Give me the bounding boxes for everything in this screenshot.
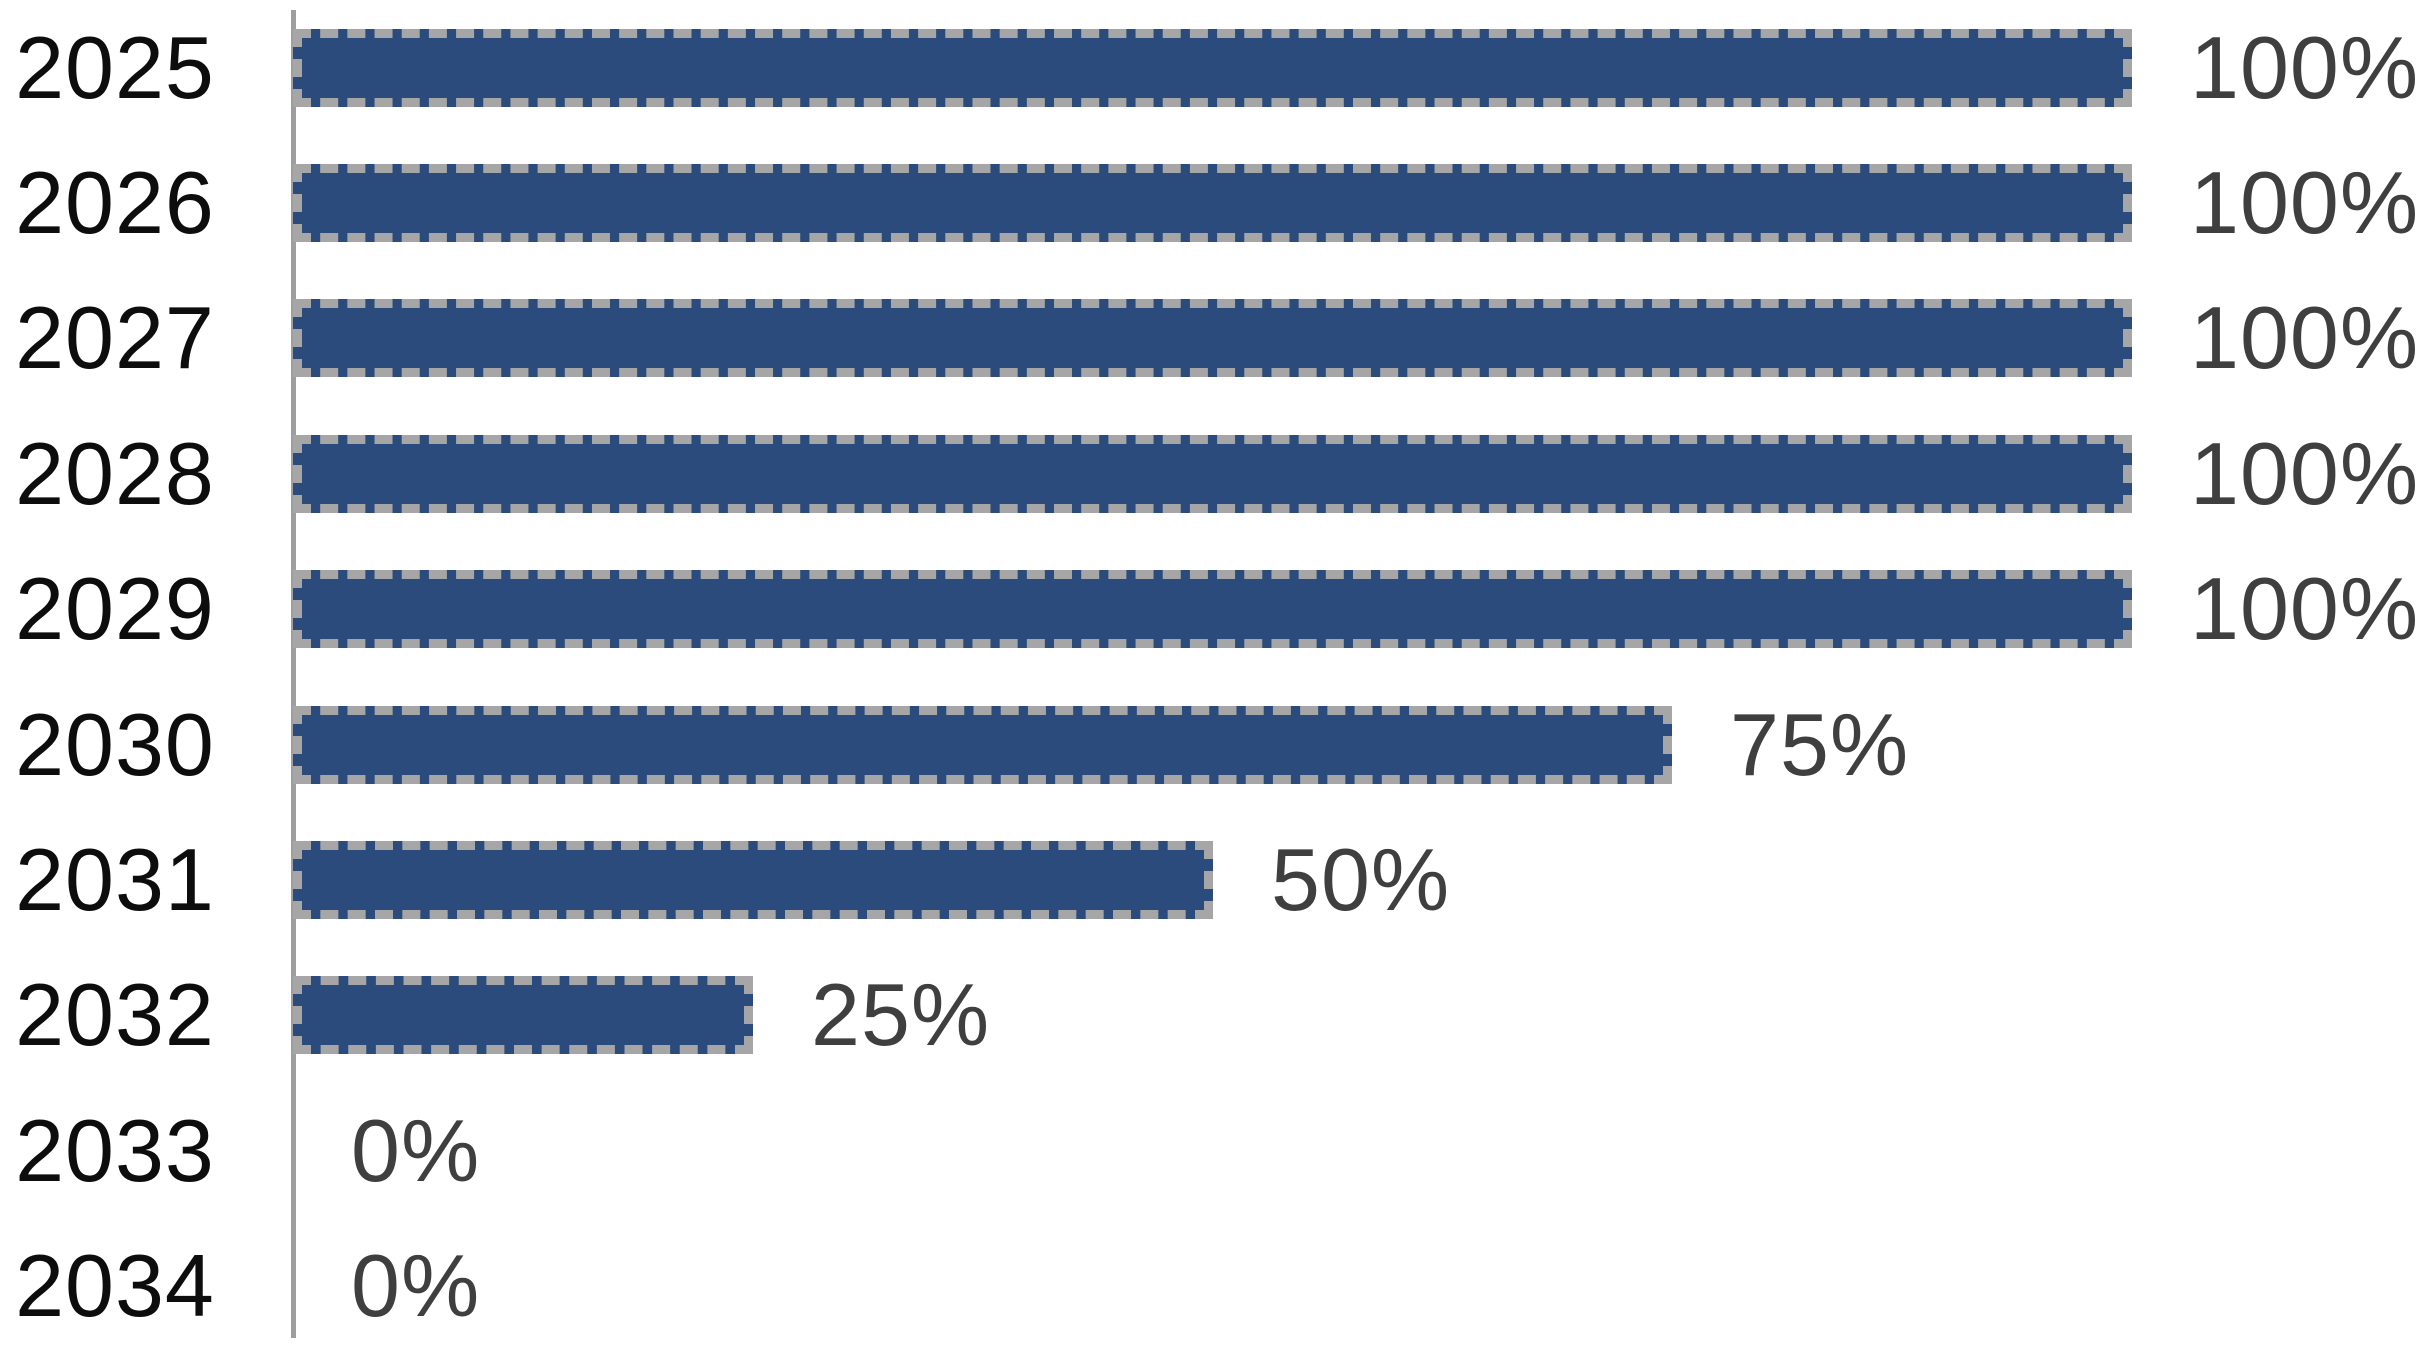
value-label: 50% — [1271, 830, 1451, 930]
year-label: 2028 — [15, 423, 215, 523]
chart-row: 2025 100% — [0, 0, 2436, 135]
bar — [293, 976, 753, 1055]
bar — [293, 570, 2132, 649]
value-label: 100% — [2190, 17, 2420, 117]
chart-row: 2032 25% — [0, 948, 2436, 1083]
chart-row: 2030 75% — [0, 677, 2436, 812]
bar — [293, 164, 2132, 243]
year-label: 2033 — [15, 1100, 215, 1200]
year-label: 2032 — [15, 965, 215, 1065]
chart-row: 2028 100% — [0, 406, 2436, 541]
value-label: 100% — [2190, 559, 2420, 659]
y-axis-line — [291, 10, 296, 1338]
year-label: 2031 — [15, 830, 215, 930]
value-label: 100% — [2190, 288, 2420, 388]
value-label: 25% — [811, 965, 991, 1065]
bar — [293, 28, 2132, 107]
bar — [293, 299, 2132, 378]
bar — [293, 705, 1672, 784]
year-label: 2034 — [15, 1236, 215, 1336]
chart-row: 2033 0% — [0, 1083, 2436, 1218]
chart-row: 2029 100% — [0, 542, 2436, 677]
value-label: 75% — [1730, 694, 1910, 794]
chart-row: 2034 0% — [0, 1219, 2436, 1354]
year-label: 2029 — [15, 559, 215, 659]
year-label: 2026 — [15, 153, 215, 253]
value-label: 100% — [2190, 423, 2420, 523]
year-label: 2027 — [15, 288, 215, 388]
chart-row: 2031 50% — [0, 812, 2436, 947]
year-label: 2030 — [15, 694, 215, 794]
chart-row: 2026 100% — [0, 135, 2436, 270]
chart-row: 2027 100% — [0, 271, 2436, 406]
bar — [293, 434, 2132, 513]
value-label: 0% — [351, 1100, 481, 1200]
year-label: 2025 — [15, 17, 215, 117]
value-label: 100% — [2190, 153, 2420, 253]
value-label: 0% — [351, 1236, 481, 1336]
bar — [293, 841, 1213, 920]
